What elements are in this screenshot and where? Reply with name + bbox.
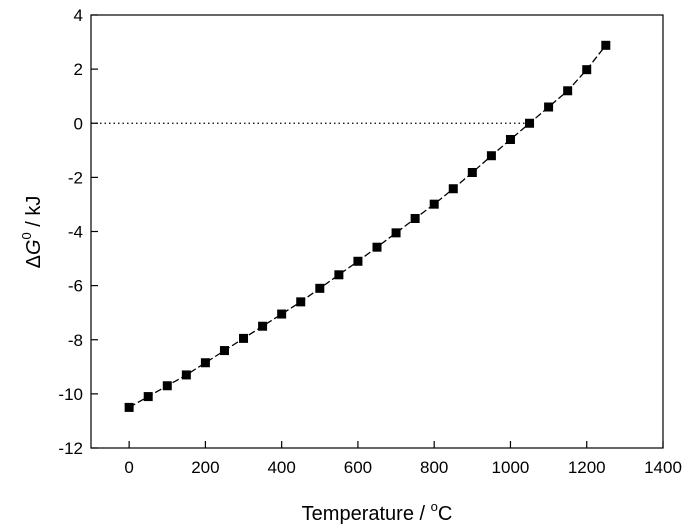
data-point bbox=[544, 102, 554, 112]
data-point bbox=[258, 321, 268, 331]
y-axis-label: ΔG0 / kJ bbox=[19, 196, 45, 269]
data-point bbox=[563, 86, 573, 96]
x-tick-label: 1200 bbox=[568, 458, 606, 477]
x-axis-label-prefix: Temperature / bbox=[302, 503, 431, 525]
data-point bbox=[410, 214, 420, 224]
data-point bbox=[391, 228, 401, 238]
data-point bbox=[124, 402, 134, 412]
y-axis-label-superscript: 0 bbox=[19, 232, 34, 239]
data-point bbox=[582, 65, 592, 75]
x-axis-label-suffix: C bbox=[438, 503, 452, 525]
series-line bbox=[128, 44, 607, 408]
data-point bbox=[601, 40, 611, 50]
y-tick-label: -2 bbox=[68, 168, 83, 187]
data-point bbox=[334, 270, 344, 280]
y-tick-label: -12 bbox=[58, 439, 83, 458]
x-tick-label: 1000 bbox=[492, 458, 530, 477]
data-point bbox=[448, 184, 458, 194]
data-point bbox=[162, 381, 172, 391]
data-point bbox=[239, 333, 249, 343]
y-tick-label: 0 bbox=[74, 114, 83, 133]
x-tick-label: 1400 bbox=[644, 458, 682, 477]
data-point bbox=[143, 392, 153, 402]
x-tick-label: 200 bbox=[191, 458, 219, 477]
x-axis-label: Temperature / oC bbox=[302, 499, 453, 525]
y-tick-label: -10 bbox=[58, 385, 83, 404]
data-point bbox=[486, 151, 496, 161]
y-axis-label-delta: Δ bbox=[23, 255, 45, 268]
data-point bbox=[315, 283, 325, 293]
y-tick-label: -6 bbox=[68, 277, 83, 296]
x-tick-label: 800 bbox=[420, 458, 448, 477]
x-tick-label: 400 bbox=[267, 458, 295, 477]
x-tick-label: 0 bbox=[124, 458, 133, 477]
y-axis-label-symbol: G bbox=[23, 239, 45, 255]
y-tick-label: 4 bbox=[74, 6, 83, 25]
data-point bbox=[200, 358, 210, 368]
data-point bbox=[372, 242, 382, 252]
y-tick-label: -8 bbox=[68, 331, 83, 350]
data-point bbox=[181, 370, 191, 380]
data-point bbox=[505, 134, 515, 144]
x-tick-label: 600 bbox=[344, 458, 372, 477]
data-point bbox=[277, 309, 287, 319]
data-point bbox=[525, 118, 535, 128]
y-axis-label-suffix: / kJ bbox=[23, 196, 45, 233]
data-point bbox=[353, 256, 363, 266]
y-tick-label: -4 bbox=[68, 223, 83, 242]
data-point bbox=[429, 199, 439, 209]
data-point bbox=[467, 168, 477, 178]
data-point bbox=[219, 346, 229, 356]
x-axis-label-superscript: o bbox=[431, 499, 438, 514]
data-point bbox=[296, 297, 306, 307]
y-tick-label: 2 bbox=[74, 60, 83, 79]
